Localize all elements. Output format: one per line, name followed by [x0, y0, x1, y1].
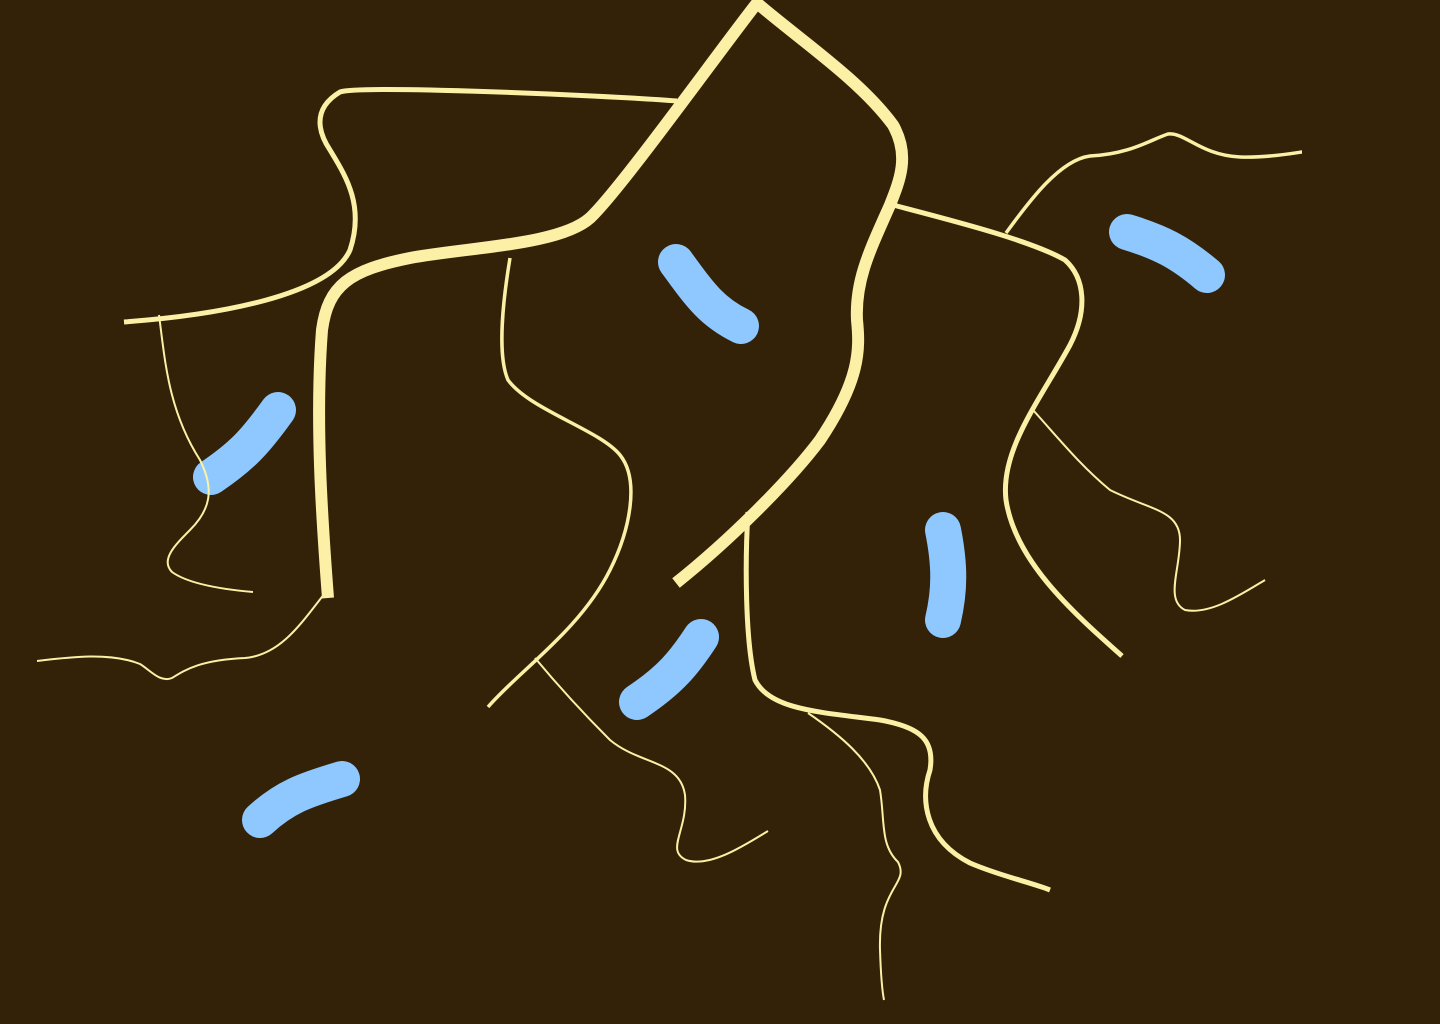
trail	[807, 712, 902, 1001]
trail	[1032, 409, 1266, 612]
water-segment	[619, 619, 719, 720]
water-segment	[193, 392, 296, 495]
trail	[36, 592, 326, 681]
water-segment	[658, 244, 759, 344]
mid-road	[743, 511, 1051, 893]
trail	[158, 314, 254, 593]
minor-road	[1004, 132, 1303, 235]
minor-road	[486, 257, 633, 709]
mid-road	[123, 87, 678, 325]
trail	[534, 657, 769, 863]
water-segment	[242, 761, 360, 838]
water-features	[193, 214, 1225, 838]
road-network	[36, 0, 1303, 1001]
water-segment	[1109, 214, 1225, 293]
water-segment	[925, 512, 967, 638]
major-road	[313, 0, 909, 599]
mid-road	[892, 202, 1124, 658]
